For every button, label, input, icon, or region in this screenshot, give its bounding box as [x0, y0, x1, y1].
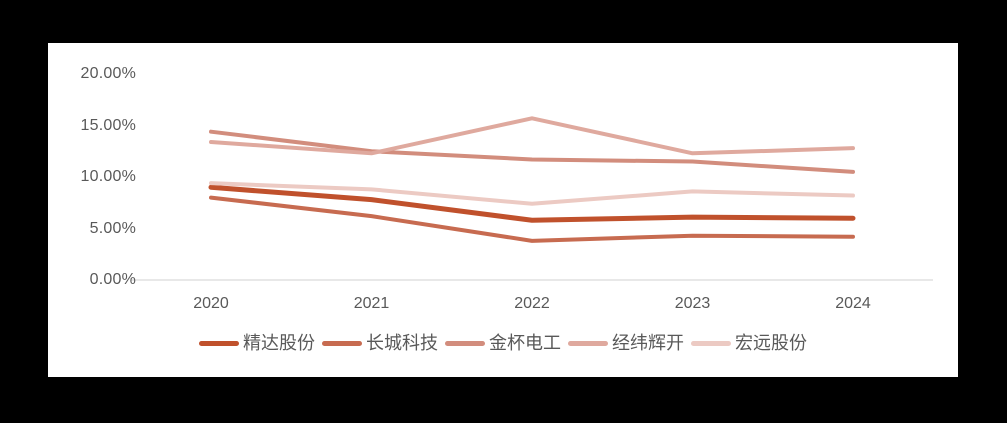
legend-label: 精达股份: [243, 333, 315, 353]
series-line-2: [209, 129, 855, 174]
legend-item-2: 金杯电工: [445, 333, 561, 353]
y-axis-tick-label: 5.00%: [89, 219, 136, 237]
series-line-4: [209, 181, 855, 206]
legend-item-1: 长城科技: [322, 333, 438, 353]
line-chart: 20.00% 15.00% 10.00% 5.00% 0.00% 2020 2021 202…: [48, 43, 958, 377]
y-axis-tick-label: 20.00%: [80, 65, 136, 82]
series-line-1: [209, 195, 855, 243]
series-line-0: [208, 184, 856, 223]
legend-label: 宏远股份: [735, 333, 807, 353]
x-axis-tick-label: 2021: [353, 295, 390, 312]
legend-item-4: 宏远股份: [691, 333, 807, 353]
y-axis-tick-label: 15.00%: [80, 116, 136, 134]
legend-line-swatch: [199, 340, 239, 346]
legend-line-swatch: [445, 340, 485, 346]
y-axis-tick-label: 10.00%: [80, 168, 136, 185]
x-axis-tick-label: 2020: [193, 295, 229, 312]
legend-label: 经纬辉开: [612, 333, 684, 353]
x-axis-tick-label: 2023: [674, 295, 711, 312]
legend-item-3: 经纬辉开: [568, 333, 684, 353]
legend-line-swatch: [691, 340, 731, 346]
legend-line-swatch: [322, 340, 362, 346]
y-axis-tick-label: 0.00%: [89, 271, 136, 288]
legend-item-0: 精达股份: [199, 333, 315, 353]
x-axis-tick-label: 2022: [514, 295, 550, 312]
chart-legend: 精达股份 长城科技 金杯电工 经纬辉开 宏远股份: [48, 333, 958, 353]
series-line-3: [209, 116, 855, 156]
legend-label: 金杯电工: [489, 333, 561, 353]
legend-line-swatch: [568, 340, 608, 346]
legend-label: 长城科技: [366, 333, 438, 353]
line-chart-plot: [131, 116, 933, 281]
x-axis-tick-label: 2024: [835, 295, 871, 312]
